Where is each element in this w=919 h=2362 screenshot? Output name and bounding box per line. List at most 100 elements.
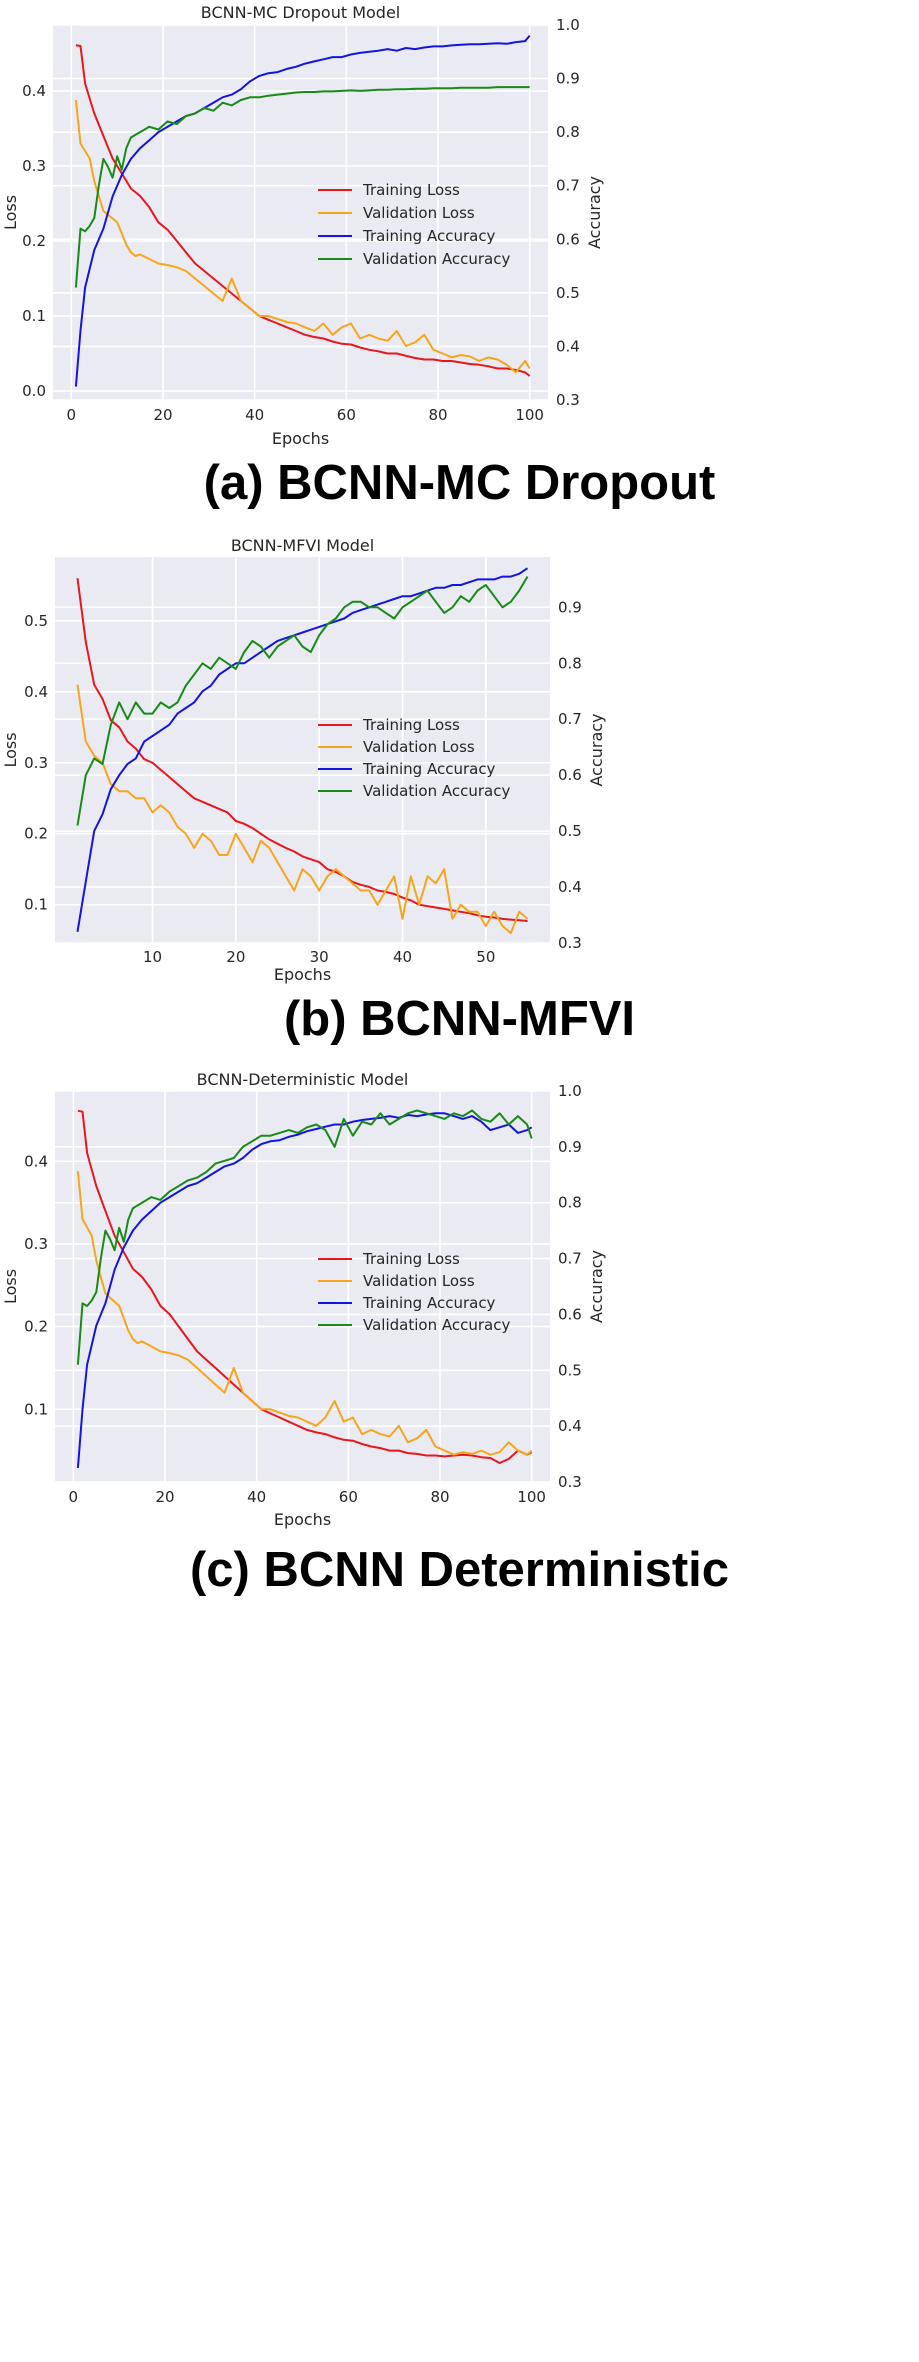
chart-title: BCNN-MFVI Model: [231, 536, 374, 555]
x-tick-label: 100: [515, 406, 544, 424]
legend-label-validation-loss: Validation Loss: [363, 738, 475, 756]
legend-label-validation-loss: Validation Loss: [363, 204, 475, 222]
x-tick-label: 40: [393, 948, 412, 966]
caption-mc-dropout: (a) BCNN-MC Dropout: [203, 456, 716, 510]
plot-area: [55, 557, 550, 943]
legend-label-training-accuracy: Training Accuracy: [362, 227, 496, 245]
y2-tick-label: 0.7: [558, 1250, 582, 1268]
legend-label-training-loss: Training Loss: [362, 181, 460, 199]
y-tick-label: 0.1: [24, 896, 48, 914]
series-line-training-accuracy: [76, 1112, 533, 1469]
y2-tick-label: 0.9: [558, 598, 582, 616]
chart-mfvi: 10 20 30 40 50 0.1 0.2 0.3 0.4 0.5 0.3 0.4 0.5 0.6 0.7…: [1, 536, 606, 984]
y-tick-label: 0.3: [24, 1235, 48, 1253]
x-tick-label: 60: [339, 1488, 358, 1506]
y2-axis-label: Accuracy: [587, 713, 606, 786]
y2-tick-label: 0.4: [558, 1417, 582, 1435]
y2-tick-label: 0.5: [558, 822, 582, 840]
y-tick-label: 0.0: [22, 382, 46, 400]
chart-deterministic: 0 20 40 60 80 100 0.1 0.2 0.3 0.4 0.3 0.4 0.5 0.6 0.7 0…: [1, 1070, 606, 1529]
y-axis-label: Loss: [1, 195, 20, 230]
legend-label-validation-accuracy: Validation Accuracy: [363, 782, 510, 800]
series-line-training-loss: [76, 578, 528, 922]
series-line-validation-accuracy: [74, 86, 530, 288]
y2-tick-label: 0.5: [558, 1361, 582, 1379]
chart-title: BCNN-Deterministic Model: [197, 1070, 409, 1089]
x-tick-label: 10: [143, 948, 162, 966]
x-tick-label: 20: [155, 1488, 174, 1506]
y2-tick-label: 0.4: [558, 878, 582, 896]
x-tick-label: 40: [247, 1488, 266, 1506]
y2-tick-label: 0.6: [558, 766, 582, 784]
series-line-training-accuracy: [76, 567, 529, 932]
x-tick-label: 60: [337, 406, 356, 424]
x-tick-label: 40: [245, 406, 264, 424]
y2-tick-label: 0.7: [558, 710, 582, 728]
x-tick-label: 30: [310, 948, 329, 966]
y-tick-label: 0.2: [24, 1318, 48, 1336]
x-axis-label: Epochs: [274, 1510, 331, 1529]
plot-area: [55, 1091, 550, 1482]
x-tick-label: 20: [153, 406, 172, 424]
chart-mc-dropout: 0 20 40 60 80 100 0.0 0.1 0.2 0.3 0.4 0.3 0.4 0.5 0.6 0…: [1, 3, 604, 448]
y2-tick-label: 0.7: [556, 177, 580, 195]
chart-panel-mfvi: 10 20 30 40 50 0.1 0.2 0.3 0.4 0.5 0.3 0.4 0.5 0.6 0.7…: [0, 525, 919, 1046]
y2-tick-label: 1.0: [556, 16, 580, 34]
y2-tick-label: 0.8: [558, 1194, 582, 1212]
x-tick-label: 0: [69, 1488, 79, 1506]
series-line-validation-loss: [74, 99, 531, 374]
y2-tick-label: 0.5: [556, 284, 580, 302]
x-tick-label: 0: [67, 406, 77, 424]
y2-tick-label: 0.4: [556, 337, 580, 355]
y2-tick-label: 0.9: [558, 1138, 582, 1156]
y2-tick-label: 0.8: [556, 123, 580, 141]
x-axis-label: Epochs: [272, 429, 329, 448]
chart-title: BCNN-MC Dropout Model: [201, 3, 400, 22]
legend-label-validation-accuracy: Validation Accuracy: [363, 250, 510, 268]
y-axis-label: Loss: [1, 732, 20, 767]
series-line-validation-loss: [76, 684, 529, 935]
x-tick-label: 20: [226, 948, 245, 966]
y2-tick-label: 1.0: [558, 1082, 582, 1100]
y-tick-label: 0.3: [22, 157, 46, 175]
y-tick-label: 0.3: [24, 754, 48, 772]
y-axis-label: Loss: [1, 1269, 20, 1304]
chart-panel-deterministic: 0 20 40 60 80 100 0.1 0.2 0.3 0.4 0.3 0.4 0.5 0.6 0.7 0…: [0, 1058, 919, 2362]
y2-axis-label: Accuracy: [585, 176, 604, 249]
y-tick-label: 0.2: [22, 232, 46, 250]
y-tick-label: 0.4: [24, 683, 48, 701]
series-line-validation-accuracy: [76, 1109, 533, 1365]
legend-label-training-accuracy: Training Accuracy: [362, 760, 496, 778]
y2-tick-label: 0.3: [558, 1473, 582, 1491]
x-tick-label: 50: [476, 948, 495, 966]
y-tick-label: 0.4: [24, 1152, 48, 1170]
y2-tick-label: 0.6: [558, 1305, 582, 1323]
series-line-training-loss: [77, 1109, 533, 1464]
legend-label-validation-accuracy: Validation Accuracy: [363, 1316, 510, 1334]
caption-deterministic: (c) BCNN Deterministic: [189, 1543, 730, 1597]
series-line-validation-loss: [76, 1171, 533, 1456]
y2-tick-label: 0.3: [558, 934, 582, 952]
x-axis-label: Epochs: [274, 965, 331, 984]
legend-label-validation-loss: Validation Loss: [363, 1272, 475, 1290]
series-line-training-accuracy: [74, 35, 531, 387]
legend-label-training-loss: Training Loss: [362, 1250, 460, 1268]
series-line-validation-accuracy: [76, 576, 529, 826]
y2-axis-label: Accuracy: [587, 1250, 606, 1323]
x-tick-label: 80: [428, 406, 447, 424]
legend-label-training-accuracy: Training Accuracy: [362, 1294, 496, 1312]
y-tick-label: 0.4: [22, 82, 46, 100]
x-tick-label: 80: [430, 1488, 449, 1506]
y-tick-label: 0.1: [22, 307, 46, 325]
y2-tick-label: 0.8: [558, 654, 582, 672]
y-tick-label: 0.5: [24, 612, 48, 630]
y2-tick-label: 0.3: [556, 391, 580, 409]
y-tick-label: 0.1: [24, 1400, 48, 1418]
y2-tick-label: 0.6: [556, 230, 580, 248]
y2-tick-label: 0.9: [556, 70, 580, 88]
series-line-training-loss: [75, 44, 531, 377]
x-tick-label: 100: [517, 1488, 546, 1506]
y-tick-label: 0.2: [24, 825, 48, 843]
chart-panel-mc-dropout: 0 20 40 60 80 100 0.0 0.1 0.2 0.3 0.4 0.3 0.4 0.5 0.6 0…: [0, 0, 919, 510]
legend-label-training-loss: Training Loss: [362, 716, 460, 734]
